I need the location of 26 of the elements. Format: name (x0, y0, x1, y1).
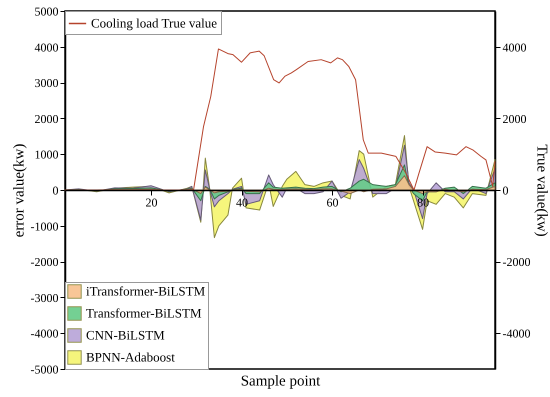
y-tick-label: 2000 (34, 112, 58, 126)
legend-label: Transformer-BiLSTM (86, 306, 202, 320)
legend-label: CNN-BiLSTM (86, 328, 166, 342)
y-tick-label: -5000 (30, 362, 58, 376)
y-tick-label: 4000 (34, 40, 58, 54)
y-tick-label: -1000 (30, 219, 58, 234)
legend-label: Cooling load True value (91, 16, 218, 30)
x-tick-label: 60 (326, 196, 339, 210)
y2-axis-title: True value(kw) (533, 144, 550, 237)
y2-tick-label: -2000 (502, 255, 530, 270)
y2-tick-label: -4000 (502, 326, 530, 341)
y2-tick-label: 4000 (502, 40, 526, 54)
y-tick-label: 0 (52, 184, 58, 198)
y-tick-label: 5000 (34, 4, 58, 18)
y-tick-label: -3000 (30, 290, 58, 305)
y-axis-title: error value(kw) (12, 144, 28, 238)
y-tick-label: 3000 (34, 76, 58, 90)
x-axis-title: Sample point (240, 374, 322, 390)
y2-tick-label: 2000 (502, 112, 526, 126)
y-tick-label: -2000 (30, 255, 58, 270)
y-tick-label: -4000 (30, 326, 58, 341)
legend-label: iTransformer-BiLSTM (86, 284, 206, 298)
x-tick-label: 20 (146, 196, 158, 210)
y2-tick-label: 0 (502, 184, 508, 198)
y-tick-label: 1000 (34, 148, 58, 162)
legend-label: BPNN-Adaboost (86, 350, 176, 364)
